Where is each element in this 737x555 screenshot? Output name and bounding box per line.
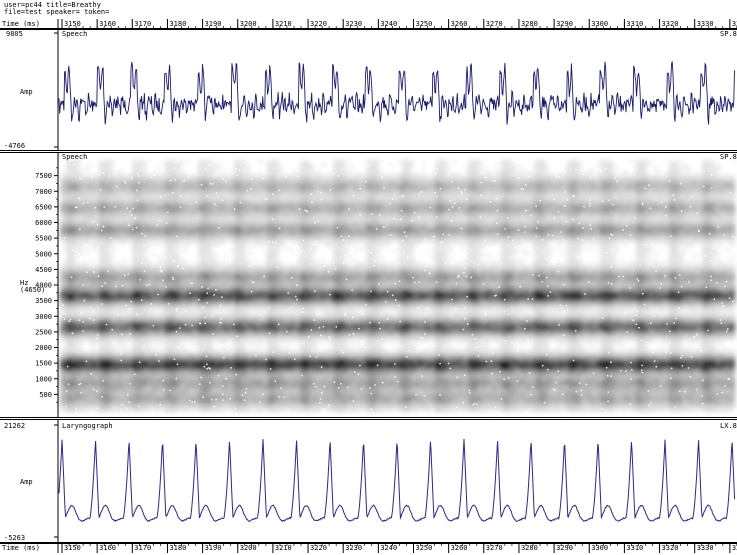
- time-tick-label: 3180: [169, 20, 186, 28]
- time-tick-label: 3230: [345, 20, 362, 28]
- time-tick-label: 3200: [240, 20, 257, 28]
- spectrogram-tick-label: 2000: [35, 344, 52, 352]
- speech-channel: SP.8: [720, 30, 737, 38]
- time-tick-label: 3300: [591, 20, 608, 28]
- time-tick-label: 3280: [521, 544, 538, 552]
- spectrogram[interactable]: 7500 7000 6500 6000 5500 5000 4500 4000 3500 3000…: [0, 152, 737, 418]
- spectrogram-tick-label: 6500: [35, 203, 52, 211]
- laryngograph-channel: LX.8: [720, 422, 737, 430]
- spectrogram-tick-label: 7500: [35, 172, 52, 180]
- time-tick-label: 3210: [275, 20, 292, 28]
- time-tick-label: 3330: [697, 544, 714, 552]
- time-tick-label: 3270: [486, 20, 503, 28]
- spectrogram-title: Speech: [62, 153, 88, 161]
- time-tick-label: 3190: [205, 20, 222, 28]
- time-axis-label: Time (ms): [2, 20, 40, 28]
- time-tick-label: 3320: [662, 544, 679, 552]
- spectrogram-tick-label: 1500: [35, 360, 52, 368]
- time-axis-ruler: 3150 3160 3170 3180 3190 3200 3210 3220 3230 3240…: [0, 543, 737, 553]
- speech-waveform-panel[interactable]: 9805 -4766 Amp Speech SP.8: [0, 29, 737, 151]
- spectrogram-tick-label: 5500: [35, 235, 52, 243]
- speech-waveform[interactable]: [0, 29, 737, 151]
- time-tick-label: 3150: [64, 20, 81, 28]
- spectrogram-tick-label: 2500: [35, 328, 52, 336]
- time-tick-label: 3310: [626, 544, 643, 552]
- spectrogram-ylabel-2: (4650): [20, 286, 46, 294]
- time-tick-label: 3260: [451, 20, 468, 28]
- spectrogram-tick-label: 7000: [35, 188, 52, 196]
- speech-title: Speech: [62, 30, 88, 38]
- time-axis-bottom: 3150 3160 3170 3180 3190 3200 3210 3220 3230 3240…: [0, 543, 737, 553]
- time-tick-label: 3240: [380, 20, 397, 28]
- time-tick-label: 3330: [697, 20, 714, 28]
- time-tick-label: 3340: [732, 20, 737, 28]
- laryngograph-title: Laryngograph: [62, 422, 113, 430]
- time-tick-label: 3240: [380, 544, 397, 552]
- time-tick-label: 3340: [732, 544, 737, 552]
- time-tick-label: 3250: [416, 20, 433, 28]
- time-tick-label: 3320: [662, 20, 679, 28]
- time-tick-label: 3220: [310, 544, 327, 552]
- spectrogram-tick-label: 5000: [35, 250, 52, 258]
- time-tick-label: 3310: [626, 20, 643, 28]
- time-axis-label: Time (ms): [2, 544, 40, 552]
- time-tick-label: 3210: [275, 544, 292, 552]
- speech-ymax: 9805: [6, 30, 23, 38]
- laryngograph-ymax: 21262: [4, 422, 26, 430]
- laryngograph-ymin: -5263: [4, 534, 26, 542]
- time-axis-ruler: 3150 3160 3170 3180 3190 3200 3210 3220 3230 3240…: [0, 19, 737, 29]
- spectrogram-ylabel: Hz: [20, 279, 29, 287]
- time-tick-label: 3260: [451, 544, 468, 552]
- spectrogram-tick-label: 1000: [35, 375, 52, 383]
- spectrogram-tick-label: 3500: [35, 297, 52, 305]
- laryngograph-panel[interactable]: 21262 -5263 Amp Laryngograph LX.8: [0, 419, 737, 543]
- speech-ymin: -4766: [4, 142, 26, 150]
- time-tick-label: 3290: [556, 20, 573, 28]
- spectrogram-panel[interactable]: 7500 7000 6500 6000 5500 5000 4500 4000 3500 3000…: [0, 152, 737, 418]
- time-tick-label: 3160: [99, 20, 116, 28]
- spectrogram-tick-label: 6000: [35, 219, 52, 227]
- time-tick-label: 3160: [99, 544, 116, 552]
- time-tick-label: 3300: [591, 544, 608, 552]
- spectrogram-tick-label: 4500: [35, 266, 52, 274]
- laryngograph-ylabel: Amp: [20, 478, 33, 486]
- time-tick-label: 3290: [556, 544, 573, 552]
- speech-ylabel: Amp: [20, 88, 33, 96]
- time-tick-label: 3180: [169, 544, 186, 552]
- spectrogram-tick-label: 500: [39, 391, 52, 399]
- time-tick-label: 3270: [486, 544, 503, 552]
- time-tick-label: 3200: [240, 544, 257, 552]
- time-tick-label: 3220: [310, 20, 327, 28]
- spectrogram-tick-label: 4000: [35, 282, 52, 290]
- header-file-speaker: file=test speaker= token=: [4, 8, 110, 16]
- time-tick-label: 3280: [521, 20, 538, 28]
- time-tick-label: 3190: [205, 544, 222, 552]
- time-tick-label: 3150: [64, 544, 81, 552]
- time-axis-top: 3150 3160 3170 3180 3190 3200 3210 3220 3230 3240…: [0, 19, 737, 29]
- spectrogram-tick-label: 3000: [35, 313, 52, 321]
- time-tick-label: 3170: [134, 544, 151, 552]
- time-tick-label: 3170: [134, 20, 151, 28]
- header-user-title: user=pc44 title=Breathy: [4, 1, 101, 9]
- time-tick-label: 3230: [345, 544, 362, 552]
- spectrogram-energy: [60, 160, 736, 413]
- laryngograph-waveform[interactable]: [0, 419, 737, 543]
- spectrogram-channel: SP.8: [720, 153, 737, 161]
- time-tick-label: 3250: [416, 544, 433, 552]
